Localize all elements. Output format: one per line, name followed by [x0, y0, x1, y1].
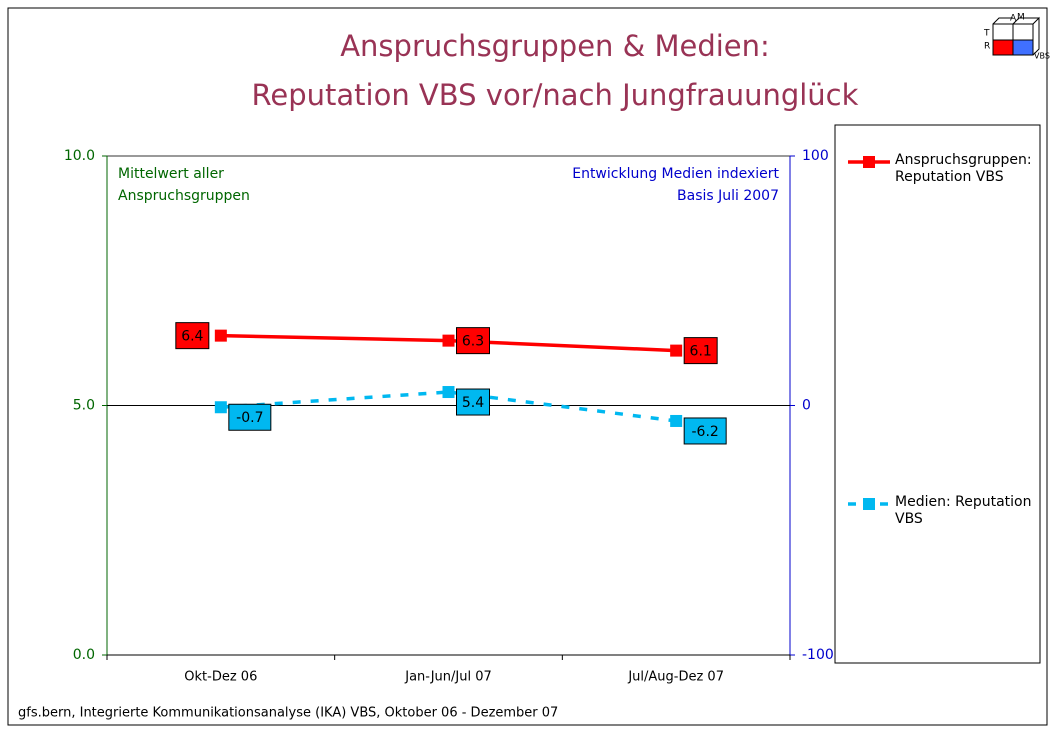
series-line [220, 390, 677, 423]
annotation: Mittelwert aller [118, 166, 224, 182]
x-tick-label: Okt-Dez 06 [184, 670, 257, 685]
legend-label: Medien: Reputation VBS [895, 494, 1032, 527]
legend-label: Anspruchsgruppen: Reputation VBS [895, 152, 1032, 185]
legend-marker [863, 156, 875, 168]
marker [442, 386, 455, 399]
y-tick-label: 10.0 [64, 148, 95, 164]
data-label-box [683, 417, 727, 445]
logo-letter: R [984, 42, 990, 52]
legend-marker [863, 498, 875, 510]
y-tick-label: 0.0 [73, 647, 95, 663]
footer: gfs.bern, Integrierte Kommunikationsanal… [18, 706, 558, 721]
marker [214, 401, 227, 414]
logo-letter: M [1017, 13, 1025, 23]
x-tick-label: Jan-Jun/Jul 07 [404, 670, 492, 685]
marker [214, 329, 227, 342]
annotation: Anspruchsgruppen [118, 188, 250, 204]
legend-box [834, 124, 1041, 664]
x-tick-label: Jul/Aug-Dez 07 [627, 670, 724, 685]
annotation: Entwicklung Medien indexiert [572, 166, 779, 182]
marker [442, 334, 455, 347]
data-label-box [228, 403, 272, 431]
y-tick-label: 5.0 [73, 398, 95, 414]
data-label: -0.7 [236, 410, 263, 426]
data-label: 6.4 [181, 329, 203, 345]
data-label-box [683, 337, 718, 365]
data-label-box [175, 322, 210, 350]
y2-tick-label: 0 [802, 398, 811, 414]
data-label: 6.3 [462, 334, 484, 350]
y2-tick-label: 100 [802, 148, 829, 164]
logo-letter: T [983, 29, 990, 39]
data-label: 6.1 [690, 344, 712, 360]
logo-label: VBS [1034, 52, 1050, 61]
chart-title: Reputation VBS vor/nach Jungfrauunglück [252, 78, 859, 112]
data-label-box [456, 388, 490, 416]
logo: A M T R VBS [983, 13, 1050, 61]
marker [670, 414, 683, 427]
y2-tick-label: -100 [802, 647, 834, 663]
annotation: Basis Juli 2007 [677, 188, 779, 204]
data-label-box [456, 327, 490, 355]
logo-letter: A [1010, 14, 1017, 24]
chart-title: Anspruchsgruppen & Medien: [340, 29, 770, 63]
marker [670, 344, 683, 357]
data-label: -6.2 [692, 424, 719, 440]
data-label: 5.4 [462, 395, 484, 411]
